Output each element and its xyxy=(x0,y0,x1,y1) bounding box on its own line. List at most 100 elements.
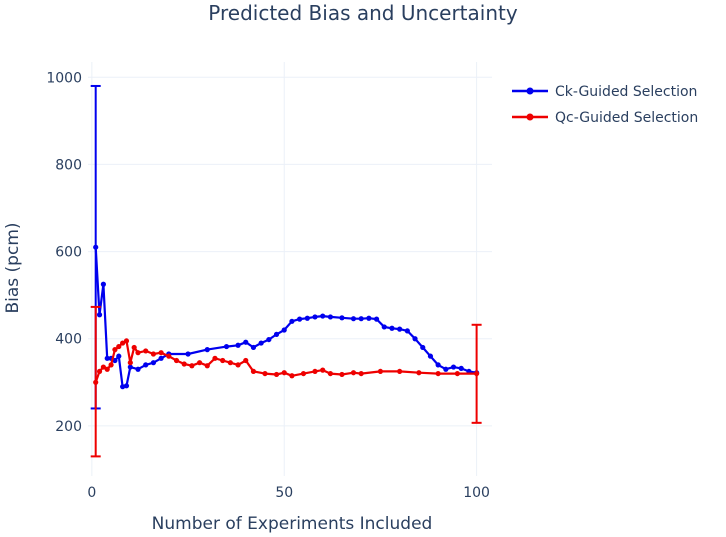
data-point xyxy=(185,351,191,357)
data-point xyxy=(243,357,249,364)
data-point xyxy=(289,373,295,379)
legend-label: Qc-Guided Selection xyxy=(555,110,698,126)
data-point xyxy=(104,366,110,372)
y-tick-label: 800 xyxy=(55,157,82,173)
data-point xyxy=(135,366,141,372)
data-point xyxy=(181,361,187,367)
data-point xyxy=(120,340,126,346)
data-point xyxy=(262,370,268,377)
data-point xyxy=(373,316,380,322)
data-point xyxy=(435,370,441,377)
data-point xyxy=(227,360,233,366)
legend-item[interactable]: Ck-Guided Selection xyxy=(512,84,697,100)
data-point xyxy=(358,316,364,322)
data-point xyxy=(212,355,218,361)
data-point xyxy=(420,344,426,351)
data-point xyxy=(381,324,387,330)
data-point xyxy=(93,379,99,385)
data-point xyxy=(93,244,99,250)
legend-item[interactable]: Qc-Guided Selection xyxy=(512,110,698,126)
y-tick-label: 1000 xyxy=(46,70,82,86)
data-point xyxy=(273,331,280,337)
data-point xyxy=(289,318,295,324)
data-point xyxy=(100,364,106,370)
data-point xyxy=(416,370,422,376)
data-point xyxy=(223,343,230,350)
data-point xyxy=(116,343,122,350)
data-point xyxy=(258,340,264,346)
data-point xyxy=(150,360,157,366)
data-point xyxy=(397,368,403,375)
data-point xyxy=(454,370,460,377)
y-tick-label: 200 xyxy=(55,419,82,435)
tick-labels: 0 50 100 200 400 600 800 1000 xyxy=(46,70,490,501)
data-point xyxy=(250,344,257,351)
gridlines xyxy=(88,62,492,476)
data-point xyxy=(204,363,210,369)
data-point xyxy=(250,368,257,375)
data-point xyxy=(127,364,133,370)
data-point xyxy=(412,336,418,342)
data-point xyxy=(358,370,364,377)
x-tick-label: 50 xyxy=(275,485,293,501)
data-point xyxy=(135,350,141,356)
data-point xyxy=(350,316,357,322)
data-point xyxy=(150,351,157,357)
data-point xyxy=(158,350,164,356)
data-point xyxy=(127,360,133,366)
chart-title: Predicted Bias and Uncertainty xyxy=(208,1,518,25)
data-point xyxy=(243,339,249,345)
data-point xyxy=(96,312,103,318)
data-point xyxy=(397,326,403,332)
data-point xyxy=(143,362,149,368)
data-point xyxy=(220,357,226,364)
data-point xyxy=(320,367,326,373)
data-point xyxy=(435,362,441,368)
legend-label: Ck-Guided Selection xyxy=(555,84,697,100)
data-point xyxy=(443,366,449,372)
data-point xyxy=(112,347,118,353)
x-axis-title: Number of Experiments Included xyxy=(152,514,433,534)
data-point xyxy=(327,370,333,377)
data-point xyxy=(196,360,203,366)
data-point xyxy=(327,314,333,320)
data-point xyxy=(304,315,310,321)
legend-marker xyxy=(526,87,534,95)
data-point xyxy=(312,314,318,320)
data-point xyxy=(189,363,195,369)
data-point xyxy=(312,368,318,375)
data-point xyxy=(235,342,241,348)
data-point xyxy=(96,368,103,375)
plot-area xyxy=(88,62,492,476)
data-point xyxy=(297,316,303,322)
data-point xyxy=(123,338,130,344)
data-point xyxy=(339,315,345,321)
data-point xyxy=(377,368,384,375)
data-point xyxy=(143,348,149,354)
data-point xyxy=(427,353,434,359)
data-point xyxy=(266,336,272,343)
data-point xyxy=(389,325,395,331)
data-point xyxy=(273,371,280,378)
legend-marker xyxy=(526,113,534,121)
data-point xyxy=(100,281,106,287)
y-tick-label: 600 xyxy=(55,245,82,261)
data-point xyxy=(108,362,114,368)
data-point xyxy=(123,383,130,389)
data-point xyxy=(173,357,180,364)
data-point xyxy=(300,370,307,377)
data-point xyxy=(350,370,357,376)
data-series xyxy=(90,84,482,458)
data-point xyxy=(235,362,241,368)
data-point xyxy=(320,313,326,319)
y-axis-title: Bias (pcm) xyxy=(3,222,23,313)
data-point xyxy=(404,328,410,334)
data-point xyxy=(116,353,122,359)
legend[interactable]: Ck-Guided Selection Qc-Guided Selection xyxy=(512,84,698,126)
data-point xyxy=(339,371,345,378)
x-tick-label: 100 xyxy=(463,485,490,501)
series-1 xyxy=(90,305,482,458)
data-point xyxy=(158,355,164,361)
data-point xyxy=(104,355,110,361)
